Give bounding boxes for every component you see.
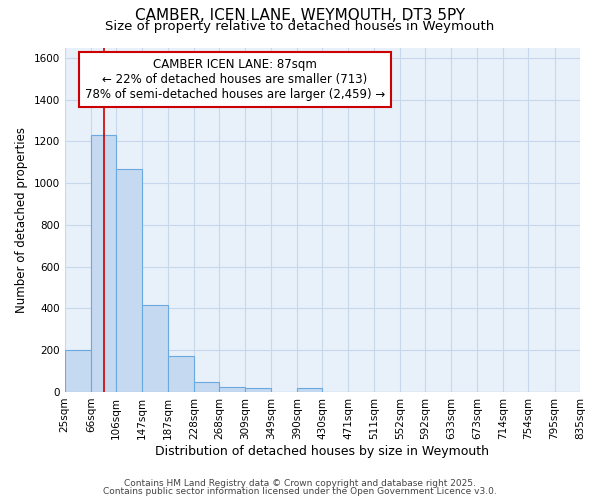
Bar <box>297 388 322 392</box>
Text: CAMBER, ICEN LANE, WEYMOUTH, DT3 5PY: CAMBER, ICEN LANE, WEYMOUTH, DT3 5PY <box>135 8 465 22</box>
Text: CAMBER ICEN LANE: 87sqm
← 22% of detached houses are smaller (713)
78% of semi-d: CAMBER ICEN LANE: 87sqm ← 22% of detache… <box>85 58 385 101</box>
Bar <box>245 388 271 392</box>
Bar <box>116 168 142 392</box>
Text: Contains public sector information licensed under the Open Government Licence v3: Contains public sector information licen… <box>103 487 497 496</box>
Bar <box>91 135 116 392</box>
Y-axis label: Number of detached properties: Number of detached properties <box>15 126 28 312</box>
Bar <box>219 386 245 392</box>
Text: Size of property relative to detached houses in Weymouth: Size of property relative to detached ho… <box>106 20 494 33</box>
Text: Contains HM Land Registry data © Crown copyright and database right 2025.: Contains HM Land Registry data © Crown c… <box>124 478 476 488</box>
Bar <box>142 306 168 392</box>
Bar <box>65 350 91 392</box>
Bar <box>168 356 194 392</box>
Bar <box>194 382 219 392</box>
X-axis label: Distribution of detached houses by size in Weymouth: Distribution of detached houses by size … <box>155 444 490 458</box>
